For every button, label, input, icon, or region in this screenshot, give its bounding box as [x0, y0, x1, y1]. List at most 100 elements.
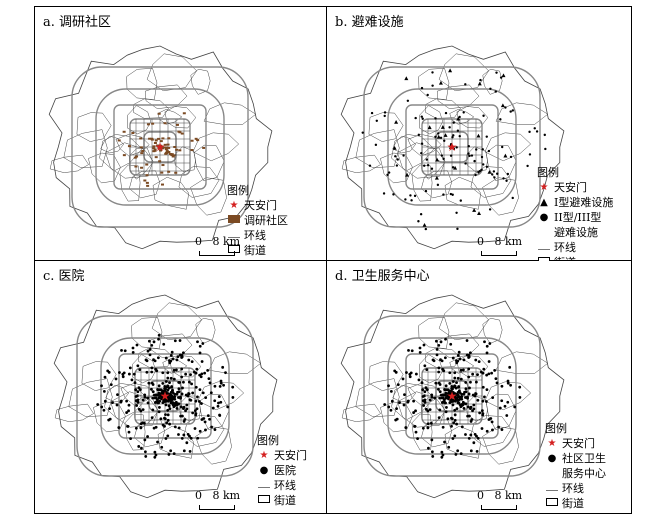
facility-dot	[423, 164, 426, 167]
facility-dot	[414, 372, 418, 376]
facility-dot	[451, 166, 455, 169]
facility-dot	[198, 388, 202, 391]
map-d: ★	[340, 294, 565, 499]
facility-dot	[485, 429, 489, 433]
facility-dot	[454, 453, 458, 456]
facility-dot	[173, 425, 177, 429]
facility-dot	[182, 449, 186, 453]
facility-dot	[457, 389, 461, 393]
community-marker	[190, 139, 194, 142]
facility-dot	[464, 402, 468, 406]
facility-dot	[393, 369, 397, 373]
facility-dot	[464, 390, 468, 394]
shelter-triangle	[405, 172, 410, 177]
street-boundary	[425, 347, 461, 368]
facility-dot	[158, 406, 161, 409]
facility-dot	[472, 441, 476, 445]
community-marker	[164, 148, 168, 151]
facility-dot	[414, 409, 417, 413]
facility-dot	[141, 421, 145, 425]
community-marker	[152, 147, 156, 150]
community-marker	[160, 183, 164, 186]
street-boundary	[438, 302, 490, 341]
facility-dot	[455, 211, 458, 214]
star-icon: ★	[259, 450, 269, 461]
community-marker	[164, 146, 168, 149]
legend-item-ring-road: 环线	[545, 481, 606, 496]
facility-dot	[455, 407, 459, 411]
street-boundary	[485, 393, 517, 430]
facility-dot	[178, 339, 182, 342]
facility-dot	[152, 340, 156, 344]
facility-dot	[138, 388, 142, 392]
facility-dot	[154, 367, 157, 371]
street-boundary	[456, 106, 489, 129]
district-boundary	[340, 294, 565, 499]
legend-title: 图例	[545, 422, 567, 435]
facility-dot	[485, 388, 489, 391]
street-boundary	[99, 134, 143, 172]
street-boundary	[495, 351, 549, 374]
community-marker	[145, 181, 149, 184]
facility-dot	[163, 387, 167, 390]
facility-dot	[444, 111, 448, 115]
facility-dot	[166, 434, 170, 438]
facility-dot	[453, 413, 457, 417]
street-boundary	[482, 426, 519, 465]
facility-dot	[430, 450, 434, 454]
facility-dot	[437, 132, 440, 135]
facility-dot	[431, 71, 434, 74]
community-marker	[172, 154, 176, 157]
facility-dot	[458, 134, 461, 138]
community-marker	[161, 147, 165, 150]
tiananmen-star-icon: ★	[447, 389, 458, 403]
community-marker	[167, 146, 171, 149]
facility-dot	[200, 360, 204, 363]
panel-b-shelters: ★ b. 避难设施 图例 ★ 天安门 ▲ I型避难设施 ● II型/III型 避难设施…	[327, 7, 619, 261]
facility-dot	[434, 135, 437, 138]
facility-dot	[209, 391, 213, 395]
facility-dot	[157, 337, 160, 341]
facility-dot	[182, 433, 186, 437]
legend-item-ring-road: 环线	[257, 478, 307, 493]
community-marker	[141, 149, 145, 152]
facility-dot	[528, 153, 532, 156]
facility-dot	[231, 396, 235, 399]
facility-dot	[405, 371, 408, 374]
facility-dot	[180, 414, 184, 418]
facility-dot	[382, 192, 386, 195]
facility-dot	[505, 179, 508, 182]
facility-dot	[447, 391, 451, 395]
facility-dot	[493, 368, 497, 372]
facility-dot	[497, 425, 501, 429]
ring-road	[95, 88, 225, 206]
community-marker	[178, 149, 182, 152]
facility-dot	[217, 401, 220, 405]
facility-dot	[194, 412, 198, 415]
facility-dot	[125, 399, 129, 403]
ring-road	[387, 88, 517, 206]
facility-dot	[132, 372, 136, 376]
shelter-triangle	[422, 222, 427, 227]
facility-dot	[477, 360, 481, 364]
legend-item-ring-road: 环线	[227, 228, 288, 243]
facility-dot	[490, 420, 494, 424]
facility-dot	[396, 158, 399, 161]
facility-dot	[213, 428, 217, 432]
facility-dot	[406, 99, 410, 102]
panel-title: b. 避难设施	[335, 15, 404, 30]
shelter-triangle	[501, 73, 506, 78]
community-marker	[166, 143, 170, 146]
street-boundary	[197, 381, 245, 411]
facility-dot	[449, 143, 453, 146]
facility-dot	[428, 398, 432, 402]
facility-dot	[458, 357, 462, 361]
facility-dot	[479, 370, 483, 374]
facility-dot	[204, 428, 207, 432]
community-marker	[161, 137, 165, 140]
legend-item-type2-3-shelter: ● II型/III型 避难设施	[537, 210, 613, 240]
facility-dot	[107, 418, 111, 422]
facility-dot	[480, 168, 483, 172]
community-marker	[159, 144, 163, 147]
facility-dot	[487, 360, 491, 363]
